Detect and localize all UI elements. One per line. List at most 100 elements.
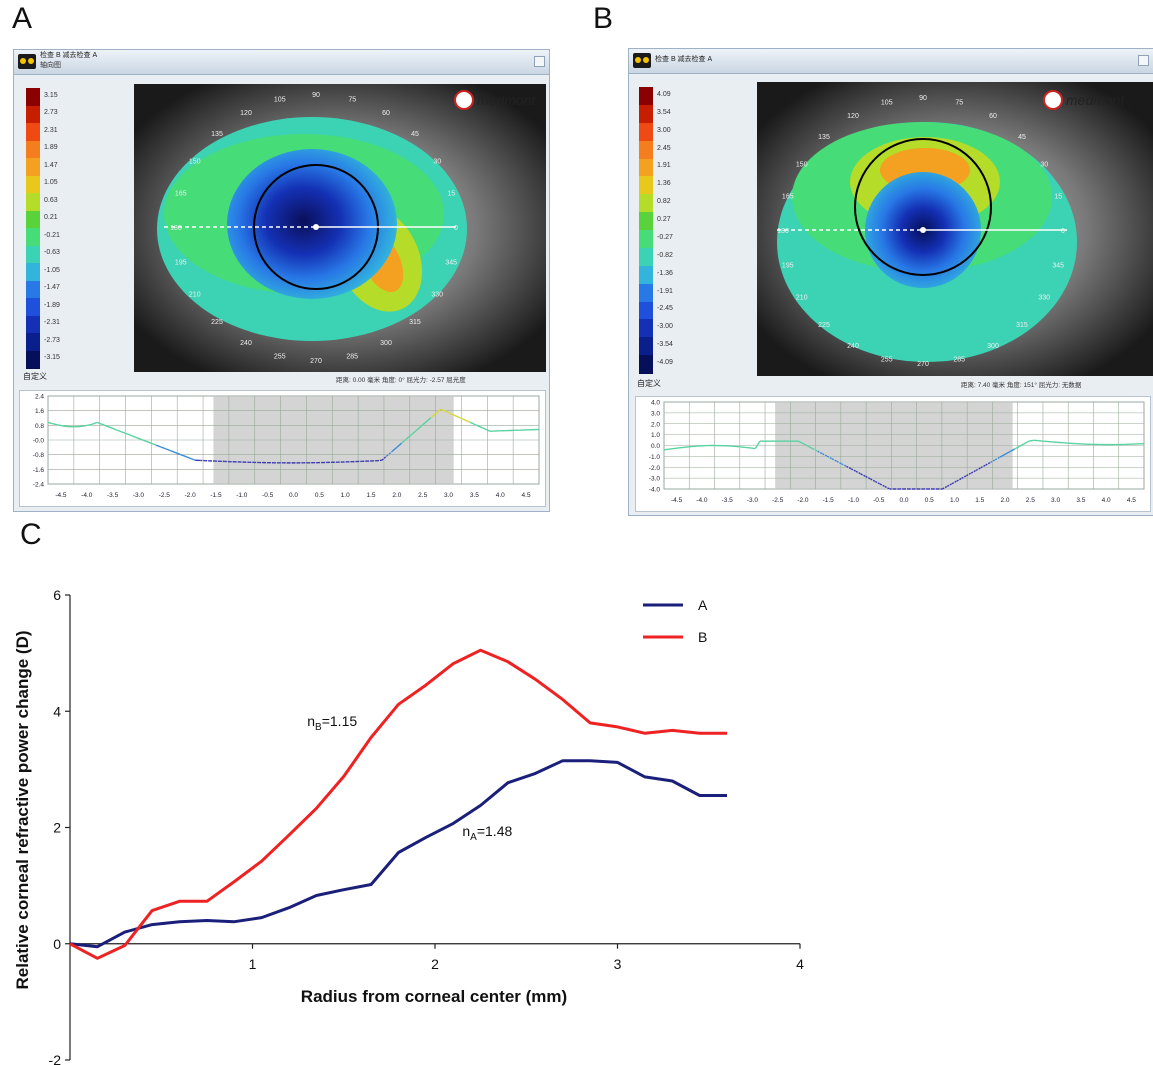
angle-label: 210 — [796, 295, 808, 302]
status-readout-a: 距离: 0.00 毫米 角度: 0° 屈光力: -2.57 屈光度 — [336, 377, 466, 384]
y-axis-label: Relative corneal refractive power change… — [13, 630, 32, 989]
profile-x-tick: 3.5 — [1076, 497, 1085, 504]
angle-label: 90 — [919, 95, 927, 102]
angle-label: 150 — [796, 162, 808, 169]
scale-label: 0.27 — [657, 216, 671, 224]
annotation-base: n — [462, 823, 470, 839]
profile-x-tick: 0.5 — [925, 497, 934, 504]
scale-swatch — [26, 158, 40, 177]
x-axis-label: Radius from corneal center (mm) — [301, 987, 567, 1006]
scale-swatch — [26, 263, 40, 282]
angle-label: 120 — [240, 110, 252, 117]
angle-label: 315 — [1016, 322, 1028, 329]
scale-swatch — [639, 265, 653, 285]
scale-label: -1.47 — [44, 284, 60, 292]
scale-swatch — [26, 280, 40, 299]
scale-swatch — [639, 176, 653, 196]
profile-y-tick: 2.0 — [651, 421, 660, 428]
y-tick-label: 0 — [53, 936, 61, 952]
profile-x-tick: 3.0 — [1051, 497, 1060, 504]
medmont-logo-icon — [454, 90, 474, 110]
scale-label: 3.00 — [657, 126, 671, 134]
angle-label: 150 — [189, 159, 201, 166]
angle-label: 45 — [1018, 134, 1026, 141]
angle-label: 15 — [447, 191, 455, 198]
scale-label: 1.91 — [657, 162, 671, 170]
custom-scale-label-b: 自定义 — [637, 379, 661, 388]
line-chart-c: Relative corneal refractive power change… — [13, 587, 804, 1065]
angle-label: 60 — [382, 110, 390, 117]
scale-swatch — [26, 298, 40, 317]
profile-y-tick: -1.6 — [33, 467, 45, 474]
x-tick-label: 2 — [431, 956, 439, 972]
scale-swatch — [639, 87, 653, 106]
scale-label: -2.45 — [657, 305, 673, 313]
scale-swatch — [639, 283, 653, 303]
angle-label: 120 — [847, 113, 859, 120]
scale-label: 1.05 — [44, 179, 58, 187]
angle-label: 135 — [818, 134, 830, 141]
scale-swatch — [639, 158, 653, 178]
topography-map-svg-a: medmont 90756045301503453303153002852702… — [134, 84, 546, 372]
scale-swatch — [639, 301, 653, 321]
annotation-value: =1.15 — [322, 713, 358, 729]
profile-y-tick: -1.0 — [649, 454, 661, 461]
angle-label: 345 — [445, 259, 457, 266]
window-subtitle-a: 轴向图 — [40, 62, 61, 69]
profile-y-tick: -3.0 — [649, 476, 661, 483]
angle-label: 75 — [348, 97, 356, 104]
scale-label: 2.31 — [44, 126, 58, 134]
window-title-a: 检查 B 减去检查 A — [40, 52, 98, 59]
titlebar-b: 检查 B 减去检查 A — [629, 49, 1153, 74]
y-tick-label: -2 — [49, 1052, 62, 1065]
topography-map-b: + medmont 907560453015034533031530028527… — [757, 82, 1153, 376]
scale-label: -3.54 — [657, 341, 673, 349]
profile-chart-svg-a: 2.4 1.6 0.8 -0.0 -0.8 -1.6 -2.4 -4.5 -4.0 -3.5 -3.… — [33, 394, 540, 499]
scale-swatch — [26, 175, 40, 194]
angle-label: 240 — [240, 340, 252, 347]
minimize-button[interactable] — [534, 56, 545, 67]
profile-x-tick: -1.0 — [236, 492, 248, 499]
topography-window-a: 检查 B 减去检查 A 轴向图 3.15 2.73 2.31 1.89 1.47 1.05… — [13, 49, 550, 512]
scale-swatch — [26, 210, 40, 229]
annotation-value: =1.48 — [477, 823, 513, 839]
profile-x-tick: -1.5 — [210, 492, 222, 499]
profile-y-tick: -0.8 — [33, 452, 45, 459]
profile-chart-b: 4.0 3.0 2.0 1.0 0.0 -1.0 -2.0 -3.0 -4.0 -4.5 -4.0 -… — [635, 396, 1151, 512]
scale-swatch — [26, 105, 40, 124]
scale-label: -3.15 — [44, 354, 60, 362]
scale-label: -1.36 — [657, 269, 673, 277]
scale-label: -1.89 — [44, 301, 60, 309]
angle-label: 285 — [953, 356, 965, 363]
profile-y-tick: 1.6 — [35, 408, 44, 415]
angle-label: 285 — [346, 353, 358, 360]
angle-label: 30 — [1040, 162, 1048, 169]
scale-swatch — [639, 140, 653, 160]
angle-label: 225 — [818, 322, 830, 329]
scale-label: -1.05 — [44, 266, 60, 274]
profile-x-tick: -4.0 — [696, 497, 708, 504]
scale-label: -2.73 — [44, 336, 60, 344]
angle-label: 90 — [312, 92, 320, 99]
status-readout-b: 距离: 7.40 毫米 角度: 151° 屈光力: 无数据 — [961, 382, 1082, 389]
profile-x-tick: -2.5 — [159, 492, 171, 499]
app-icon — [633, 53, 651, 68]
angle-label: 0 — [1061, 228, 1065, 235]
profile-x-tick: -1.5 — [823, 497, 835, 504]
angle-label: 105 — [881, 100, 893, 107]
scale-label: -3.00 — [657, 323, 673, 331]
titlebar-a: 检查 B 减去检查 A 轴向图 — [14, 50, 549, 75]
angle-label: 180 — [170, 225, 182, 232]
x-tick-label: 4 — [796, 956, 804, 972]
profile-y-tick: 1.0 — [651, 432, 660, 439]
angle-label: 270 — [917, 361, 929, 368]
angle-label: 15 — [1054, 194, 1062, 201]
y-tick-label: 4 — [53, 703, 61, 719]
minimize-button[interactable] — [1138, 55, 1149, 66]
scale-swatch — [26, 193, 40, 212]
scale-label: -1.91 — [657, 287, 673, 295]
scale-swatch — [639, 212, 653, 231]
custom-scale-label-a: 自定义 — [23, 372, 47, 381]
scale-label: 3.54 — [657, 108, 671, 116]
scale-label: -2.31 — [44, 319, 60, 327]
